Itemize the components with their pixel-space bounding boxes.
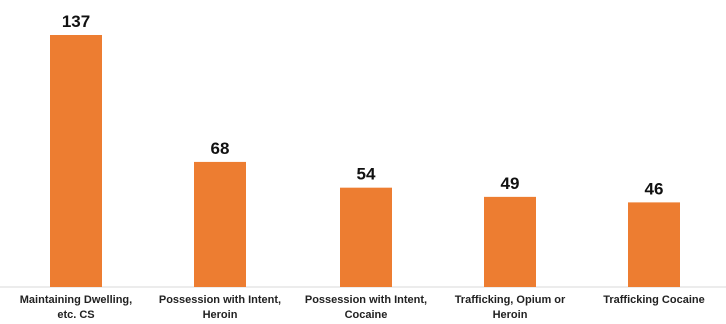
- category-label-5-line-1: Trafficking Cocaine: [603, 294, 704, 306]
- bar-1: [50, 35, 102, 287]
- value-labels-group: 137 68 54 49 46: [62, 12, 664, 198]
- bar-2: [194, 161, 246, 287]
- value-label-4: 49: [501, 174, 520, 193]
- category-labels-group: Maintaining Dwelling, etc. CS Possession w…: [20, 294, 705, 321]
- category-label-3-line-1: Possession with Intent,: [305, 294, 427, 306]
- category-label-1-line-1: Maintaining Dwelling,: [20, 294, 132, 306]
- value-label-5: 46: [645, 179, 664, 198]
- value-label-1: 137: [62, 12, 90, 31]
- category-label-2-line-1: Possession with Intent,: [159, 294, 281, 306]
- category-label-2-line-2: Heroin: [203, 309, 238, 321]
- bar-4: [484, 196, 536, 287]
- value-label-2: 68: [211, 139, 230, 158]
- category-label-4-line-1: Trafficking, Opium or: [455, 294, 566, 306]
- category-label-3-line-2: Cocaine: [345, 309, 388, 321]
- value-label-3: 54: [357, 165, 376, 184]
- bar-5: [628, 202, 680, 287]
- bar-3: [340, 187, 392, 287]
- category-label-1-line-2: etc. CS: [57, 309, 94, 321]
- bars-group: [50, 35, 680, 287]
- category-label-4-line-2: Heroin: [493, 309, 528, 321]
